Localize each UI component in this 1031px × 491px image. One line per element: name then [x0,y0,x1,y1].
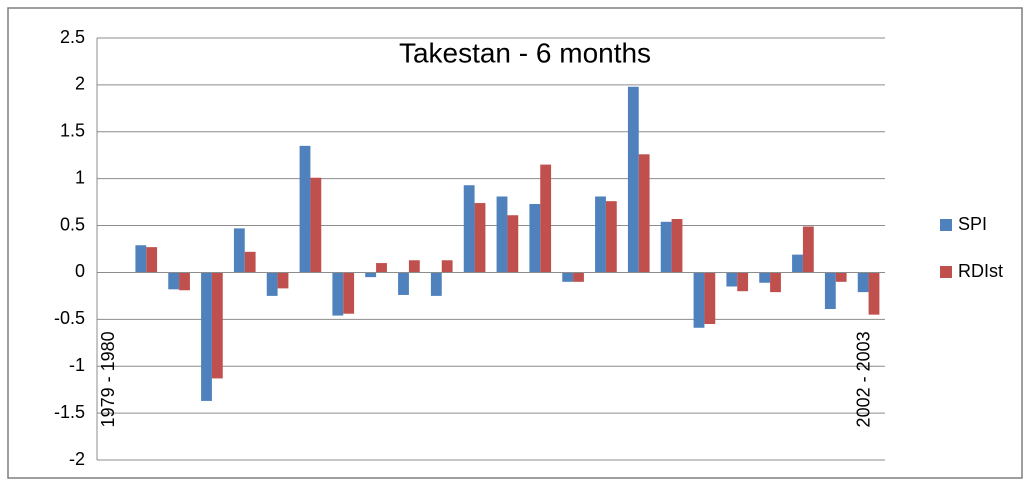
bar [605,201,617,273]
legend-swatch [940,219,952,231]
bar [857,272,869,293]
bar [365,272,377,278]
bar [135,245,147,273]
bar [770,272,781,293]
bar [496,196,508,273]
bar [244,251,256,273]
bar [671,218,683,273]
y-tick-label: 0.5 [60,214,85,234]
legend-label: SPI [958,214,987,234]
bar [726,272,738,287]
y-tick-label: 1 [75,167,85,187]
y-tick-label: -2 [69,449,85,469]
bar [211,272,223,379]
bar [802,226,814,273]
bar [310,177,322,273]
bar [660,221,672,273]
bar [168,272,180,290]
legend-label: RDIst [958,261,1003,281]
bar [562,272,574,282]
bar [792,254,803,273]
bar [540,164,552,273]
bar [507,215,519,273]
x-tick-label: 2002 - 2003 [853,331,873,427]
bar [595,196,606,273]
bar [835,272,847,282]
bar [299,145,311,273]
bar [638,154,650,273]
bar [737,272,749,292]
bar [277,272,289,289]
y-tick-label: -1 [69,355,85,375]
bar [463,185,475,273]
y-tick-label: -1.5 [54,402,85,422]
bar [332,272,344,316]
bar [376,263,387,273]
bar [398,272,409,295]
bar [408,260,420,273]
bar [573,272,584,282]
legend-swatch [940,266,952,278]
y-tick-label: 1.5 [60,121,85,141]
bar [759,272,771,283]
bar [201,272,212,401]
x-tick-label: 1979 - 1980 [98,331,118,427]
y-tick-label: 2.5 [60,27,85,47]
bar [529,203,541,273]
bar [868,272,880,315]
chart-title: Takestan - 6 months [399,37,651,68]
bar [179,272,190,291]
bar [343,272,355,314]
bar [146,247,158,273]
bar [266,272,278,296]
bar [627,86,639,273]
y-tick-label: 0 [75,261,85,281]
bar [824,272,836,310]
bar [430,272,442,296]
bar [441,260,453,273]
bar [704,272,716,325]
bar [693,272,705,328]
y-tick-label: -0.5 [54,308,85,328]
bar [474,203,486,273]
y-tick-label: 2 [75,74,85,94]
bar [233,228,245,273]
